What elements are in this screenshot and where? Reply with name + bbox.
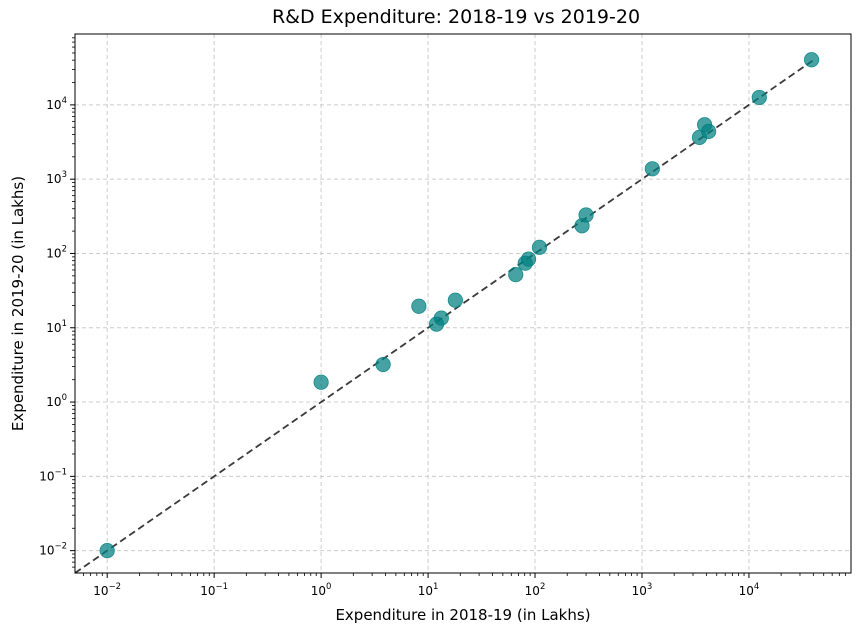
x-axis-ticks: 10−2 10−1 100 101 102 103 104 bbox=[83, 573, 846, 598]
plot-frame bbox=[74, 33, 852, 574]
grid bbox=[75, 34, 851, 573]
data-point bbox=[803, 52, 820, 68]
data-point bbox=[644, 161, 660, 177]
data-point bbox=[508, 266, 524, 283]
x-tick-label: 103 bbox=[632, 582, 653, 598]
x-tick-label: 10−2 bbox=[93, 582, 121, 598]
y-tick-label: 100 bbox=[46, 393, 67, 409]
data-point bbox=[531, 239, 548, 255]
y-tick-label: 103 bbox=[46, 170, 67, 186]
x-tick-label: 104 bbox=[739, 582, 760, 598]
y-tick-label: 101 bbox=[46, 319, 67, 335]
data-points bbox=[99, 52, 820, 559]
data-point bbox=[578, 207, 594, 223]
reference-line bbox=[74, 59, 814, 574]
y-tick-label: 10−1 bbox=[39, 467, 67, 483]
data-point bbox=[701, 123, 717, 139]
y-tick-label: 10−2 bbox=[39, 542, 67, 558]
x-tick-label: 101 bbox=[418, 582, 439, 598]
x-tick-label: 100 bbox=[311, 582, 332, 598]
x-tick-label: 102 bbox=[525, 582, 546, 598]
chart-title: R&D Expenditure: 2018-19 vs 2019-20 bbox=[272, 6, 640, 28]
x-axis-title: Expenditure in 2018-19 (in Lakhs) bbox=[335, 606, 590, 624]
reference-line-group bbox=[74, 59, 814, 574]
data-point bbox=[447, 292, 463, 308]
data-point bbox=[433, 310, 449, 326]
data-point bbox=[520, 251, 537, 267]
data-point bbox=[411, 298, 427, 314]
y-tick-label: 102 bbox=[46, 244, 67, 260]
data-point bbox=[99, 543, 115, 559]
y-axis-title: Expenditure in 2019-20 (in Lakhs) bbox=[9, 176, 27, 431]
data-point bbox=[375, 356, 391, 373]
x-tick-label: 10−1 bbox=[200, 582, 228, 598]
y-tick-label: 104 bbox=[46, 96, 67, 112]
y-axis-ticks: 10−2 10−1 100 101 102 103 104 bbox=[39, 37, 75, 568]
data-point bbox=[313, 374, 329, 390]
data-point bbox=[751, 89, 767, 106]
